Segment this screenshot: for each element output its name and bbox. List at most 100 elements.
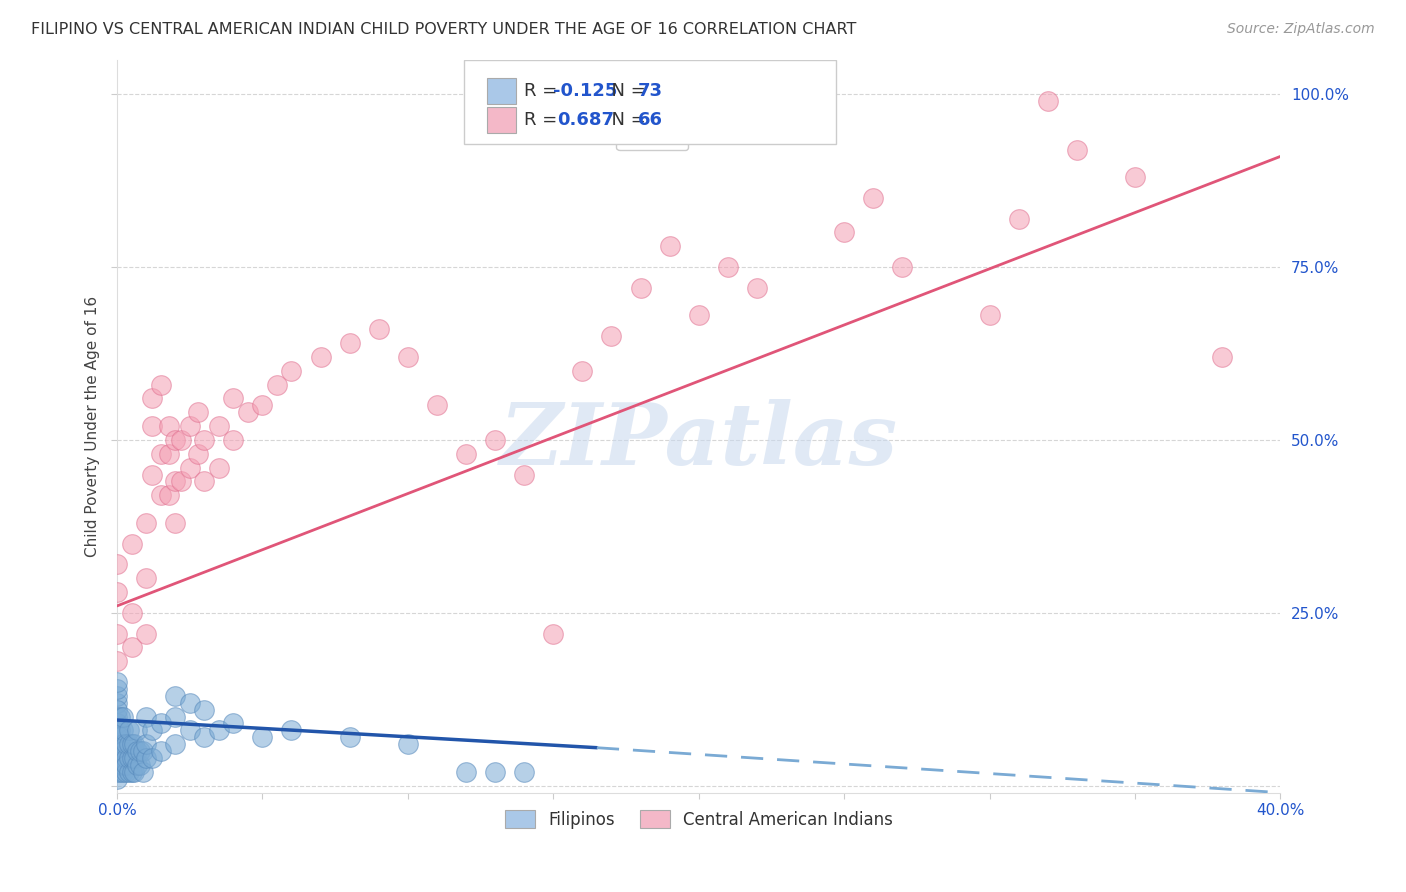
Point (105, 758, 128, 772)
Point (121, 751, 143, 765)
Point (108, 744, 131, 758)
Point (105, 558, 128, 572)
Text: FILIPINO VS CENTRAL AMERICAN INDIAN CHILD POVERTY UNDER THE AGE OF 16 CORRELATIO: FILIPINO VS CENTRAL AMERICAN INDIAN CHIL… (31, 22, 856, 37)
Text: 66: 66 (638, 112, 664, 129)
Point (396, 737, 419, 751)
Point (688, 309, 710, 323)
Point (121, 764, 143, 779)
Point (179, 419, 201, 434)
Point (165, 475, 187, 489)
Point (170, 475, 193, 489)
Point (111, 764, 134, 779)
Point (157, 419, 180, 434)
Point (222, 433, 245, 447)
Point (135, 516, 157, 530)
Legend: Filipinos, Central American Indians: Filipinos, Central American Indians (498, 804, 900, 836)
Point (236, 405, 259, 419)
Point (165, 709, 187, 723)
Point (149, 716, 172, 731)
Point (105, 737, 128, 751)
Point (141, 723, 163, 738)
Point (111, 709, 134, 723)
Point (121, 640, 143, 655)
Point (252, 731, 274, 745)
Point (141, 751, 163, 765)
Point (187, 447, 209, 461)
Point (891, 260, 914, 274)
Point (1036, 94, 1059, 108)
Point (571, 364, 593, 378)
Point (1066, 143, 1088, 157)
Point (187, 405, 209, 419)
Point (179, 696, 201, 710)
Point (111, 744, 134, 758)
Point (513, 764, 536, 779)
Point (165, 737, 187, 751)
Point (105, 681, 128, 696)
Point (114, 751, 136, 765)
Point (121, 537, 143, 551)
Point (222, 392, 245, 406)
Point (108, 737, 131, 751)
Point (108, 731, 131, 745)
Point (111, 723, 134, 738)
Point (149, 744, 172, 758)
Point (157, 447, 180, 461)
Point (111, 751, 134, 765)
Point (630, 281, 652, 295)
Point (105, 654, 128, 668)
Point (339, 336, 361, 351)
Point (513, 467, 536, 482)
Point (105, 716, 128, 731)
Point (105, 626, 128, 640)
Point (396, 350, 419, 364)
Point (179, 723, 201, 738)
Point (339, 731, 361, 745)
Text: 0.687: 0.687 (557, 112, 614, 129)
Point (108, 709, 131, 723)
Point (117, 723, 139, 738)
Point (280, 364, 302, 378)
Point (1211, 350, 1233, 364)
Point (454, 447, 477, 461)
Point (717, 260, 740, 274)
Text: -0.125: -0.125 (553, 82, 617, 100)
Text: R =: R = (524, 112, 569, 129)
Point (252, 398, 274, 412)
Point (135, 751, 157, 765)
Point (367, 322, 389, 336)
Point (157, 488, 180, 502)
Point (108, 758, 131, 772)
Point (127, 744, 149, 758)
Point (105, 675, 128, 690)
Point (121, 606, 143, 620)
Point (124, 737, 146, 751)
Point (105, 723, 128, 738)
Point (135, 571, 157, 585)
FancyBboxPatch shape (486, 78, 516, 103)
Point (179, 460, 201, 475)
Point (124, 764, 146, 779)
Point (129, 744, 152, 758)
Point (127, 723, 149, 738)
Point (114, 758, 136, 772)
Point (600, 329, 623, 343)
Point (132, 744, 155, 758)
Point (658, 239, 681, 253)
Point (222, 716, 245, 731)
Point (117, 737, 139, 751)
FancyBboxPatch shape (486, 107, 516, 133)
Point (117, 751, 139, 765)
Point (105, 764, 128, 779)
Point (127, 758, 149, 772)
Point (484, 433, 506, 447)
Point (105, 751, 128, 765)
Point (1123, 170, 1146, 185)
Point (193, 475, 215, 489)
Point (208, 419, 231, 434)
Point (193, 433, 215, 447)
Point (165, 516, 187, 530)
Point (114, 737, 136, 751)
Point (111, 737, 134, 751)
Point (141, 419, 163, 434)
